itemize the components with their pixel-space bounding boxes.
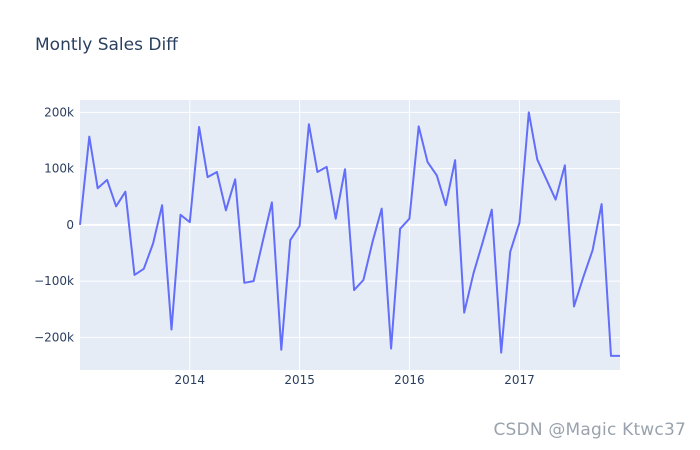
series-line bbox=[79, 111, 620, 357]
data-point bbox=[536, 158, 539, 161]
data-point bbox=[325, 165, 328, 168]
data-point bbox=[563, 164, 566, 167]
data-point bbox=[481, 240, 484, 243]
y-tick-label: 100k bbox=[44, 162, 74, 176]
data-point bbox=[142, 267, 145, 270]
data-point bbox=[545, 178, 548, 181]
data-point bbox=[252, 280, 255, 283]
data-point bbox=[454, 159, 457, 162]
y-tick-label: 0 bbox=[66, 218, 74, 232]
data-point bbox=[170, 328, 173, 331]
data-point bbox=[215, 170, 218, 173]
data-point bbox=[243, 281, 246, 284]
data-point bbox=[152, 242, 155, 245]
data-point bbox=[289, 239, 292, 242]
data-point bbox=[198, 125, 201, 128]
data-point bbox=[115, 205, 118, 208]
data-point bbox=[343, 168, 346, 171]
data-point bbox=[353, 289, 356, 292]
data-point bbox=[334, 217, 337, 220]
data-point bbox=[591, 249, 594, 252]
data-point bbox=[224, 209, 227, 212]
data-point bbox=[609, 354, 612, 357]
data-point bbox=[417, 125, 420, 128]
data-point bbox=[106, 178, 109, 181]
y-tick-label: −200k bbox=[34, 330, 74, 344]
data-point bbox=[444, 204, 447, 207]
data-point bbox=[280, 348, 283, 351]
data-point bbox=[206, 176, 209, 179]
chart-title: Montly Sales Diff bbox=[35, 35, 179, 55]
data-point bbox=[96, 187, 99, 190]
data-point bbox=[518, 221, 521, 224]
x-tick-label: 2014 bbox=[175, 373, 206, 387]
data-point bbox=[179, 213, 182, 216]
data-point bbox=[426, 160, 429, 163]
x-tick-label: 2016 bbox=[394, 373, 425, 387]
data-point bbox=[527, 111, 530, 114]
data-point bbox=[600, 203, 603, 206]
y-tick-label: −100k bbox=[34, 274, 74, 288]
data-point bbox=[572, 305, 575, 308]
data-point bbox=[472, 272, 475, 275]
data-point bbox=[124, 190, 127, 193]
data-point bbox=[435, 174, 438, 177]
data-point bbox=[307, 123, 310, 126]
x-tick-label: 2015 bbox=[284, 373, 315, 387]
data-point bbox=[270, 201, 273, 204]
data-point bbox=[390, 347, 393, 350]
watermark-text: CSDN @Magic Ktwc37 bbox=[493, 420, 686, 440]
data-point bbox=[133, 273, 136, 276]
data-point bbox=[161, 204, 164, 207]
data-point bbox=[500, 351, 503, 354]
data-point bbox=[380, 207, 383, 210]
y-tick-labels: 200k 100k 0 −100k −200k bbox=[34, 105, 74, 344]
data-point bbox=[362, 278, 365, 281]
data-point bbox=[88, 135, 91, 138]
data-point bbox=[463, 311, 466, 314]
data-point bbox=[618, 354, 621, 357]
data-point bbox=[582, 276, 585, 279]
y-tick-label: 200k bbox=[44, 105, 74, 119]
data-point bbox=[261, 239, 264, 242]
data-point bbox=[298, 224, 301, 227]
data-point bbox=[316, 170, 319, 173]
data-point bbox=[509, 250, 512, 253]
data-point bbox=[78, 223, 81, 226]
data-point bbox=[554, 198, 557, 201]
data-point bbox=[399, 227, 402, 230]
x-tick-labels: 2014 2015 2016 2017 bbox=[175, 373, 535, 387]
x-gridlines bbox=[189, 100, 521, 370]
data-point bbox=[490, 208, 493, 211]
data-point bbox=[188, 221, 191, 224]
x-tick-label: 2017 bbox=[504, 373, 535, 387]
data-point bbox=[371, 240, 374, 243]
data-point bbox=[234, 178, 237, 181]
series-layer bbox=[78, 111, 621, 357]
data-point bbox=[408, 217, 411, 220]
